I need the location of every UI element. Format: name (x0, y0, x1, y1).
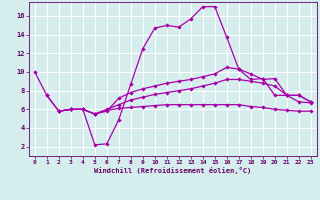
X-axis label: Windchill (Refroidissement éolien,°C): Windchill (Refroidissement éolien,°C) (94, 167, 252, 174)
